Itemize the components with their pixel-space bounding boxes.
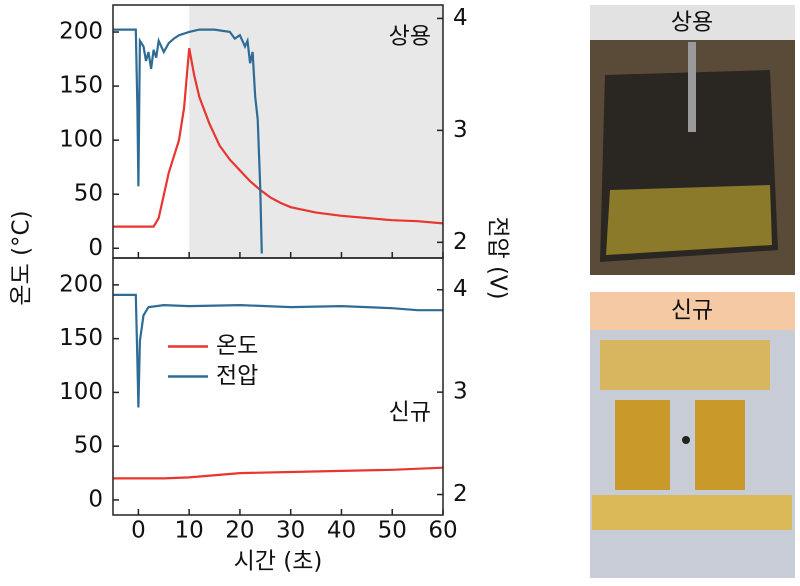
- y-tick-label: 50: [74, 181, 103, 207]
- photo-new: 신규: [590, 292, 795, 578]
- x-tick-label: 40: [327, 518, 356, 544]
- y-tick-label: 150: [59, 73, 103, 99]
- plot-frame: [112, 257, 444, 516]
- photo-commercial: 상용: [590, 5, 795, 275]
- y-tick-label: 50: [74, 433, 103, 459]
- photo-detail: [682, 436, 690, 444]
- photo-detail: [592, 495, 792, 530]
- highlight-band: [189, 5, 443, 258]
- y-tick-label: 0: [88, 235, 103, 261]
- y2-tick-label: 3: [453, 117, 468, 143]
- x-tick-label: 20: [225, 518, 254, 544]
- y2-tick-label: 4: [453, 276, 468, 302]
- y2-tick-label: 3: [453, 379, 468, 405]
- photo-detail: [615, 400, 670, 490]
- x-tick-label: 0: [131, 518, 146, 544]
- line: [113, 48, 444, 228]
- panel-label: 상용: [389, 24, 431, 50]
- y-tick-label: 0: [88, 486, 103, 512]
- photo-detail: [688, 42, 696, 132]
- photo-detail: [600, 340, 770, 390]
- y-tick-label: 200: [59, 19, 103, 45]
- y2-tick-label: 4: [453, 5, 468, 31]
- photo-detail: [606, 185, 772, 255]
- y2-axis-label: 전압 (V): [485, 216, 511, 299]
- x-tick-label: 30: [276, 518, 305, 544]
- x-axis-label: 시간 (초): [234, 549, 323, 575]
- photo-header: [590, 292, 795, 330]
- legend-label: 온도: [216, 333, 258, 359]
- y-tick-label: 100: [59, 379, 103, 405]
- y2-tick-label: 2: [453, 229, 468, 255]
- photo-label: 신규: [671, 298, 713, 324]
- y2-tick-label: 2: [453, 481, 468, 507]
- line: [113, 293, 443, 408]
- photo-detail: [695, 400, 745, 490]
- y-tick-label: 150: [59, 325, 103, 351]
- photo-header: [590, 5, 795, 40]
- x-tick-label: 10: [175, 518, 204, 544]
- y-tick-label: 200: [59, 271, 103, 297]
- y-tick-label: 100: [59, 127, 103, 153]
- x-tick-label: 50: [378, 518, 407, 544]
- y-axis-label: 온도 (°C): [9, 210, 35, 305]
- legend-label: 전압: [216, 363, 258, 389]
- x-tick-label: 60: [428, 518, 457, 544]
- photo-label: 상용: [671, 10, 713, 36]
- panel-label: 신규: [389, 400, 431, 426]
- line: [113, 466, 444, 480]
- line: [113, 28, 263, 254]
